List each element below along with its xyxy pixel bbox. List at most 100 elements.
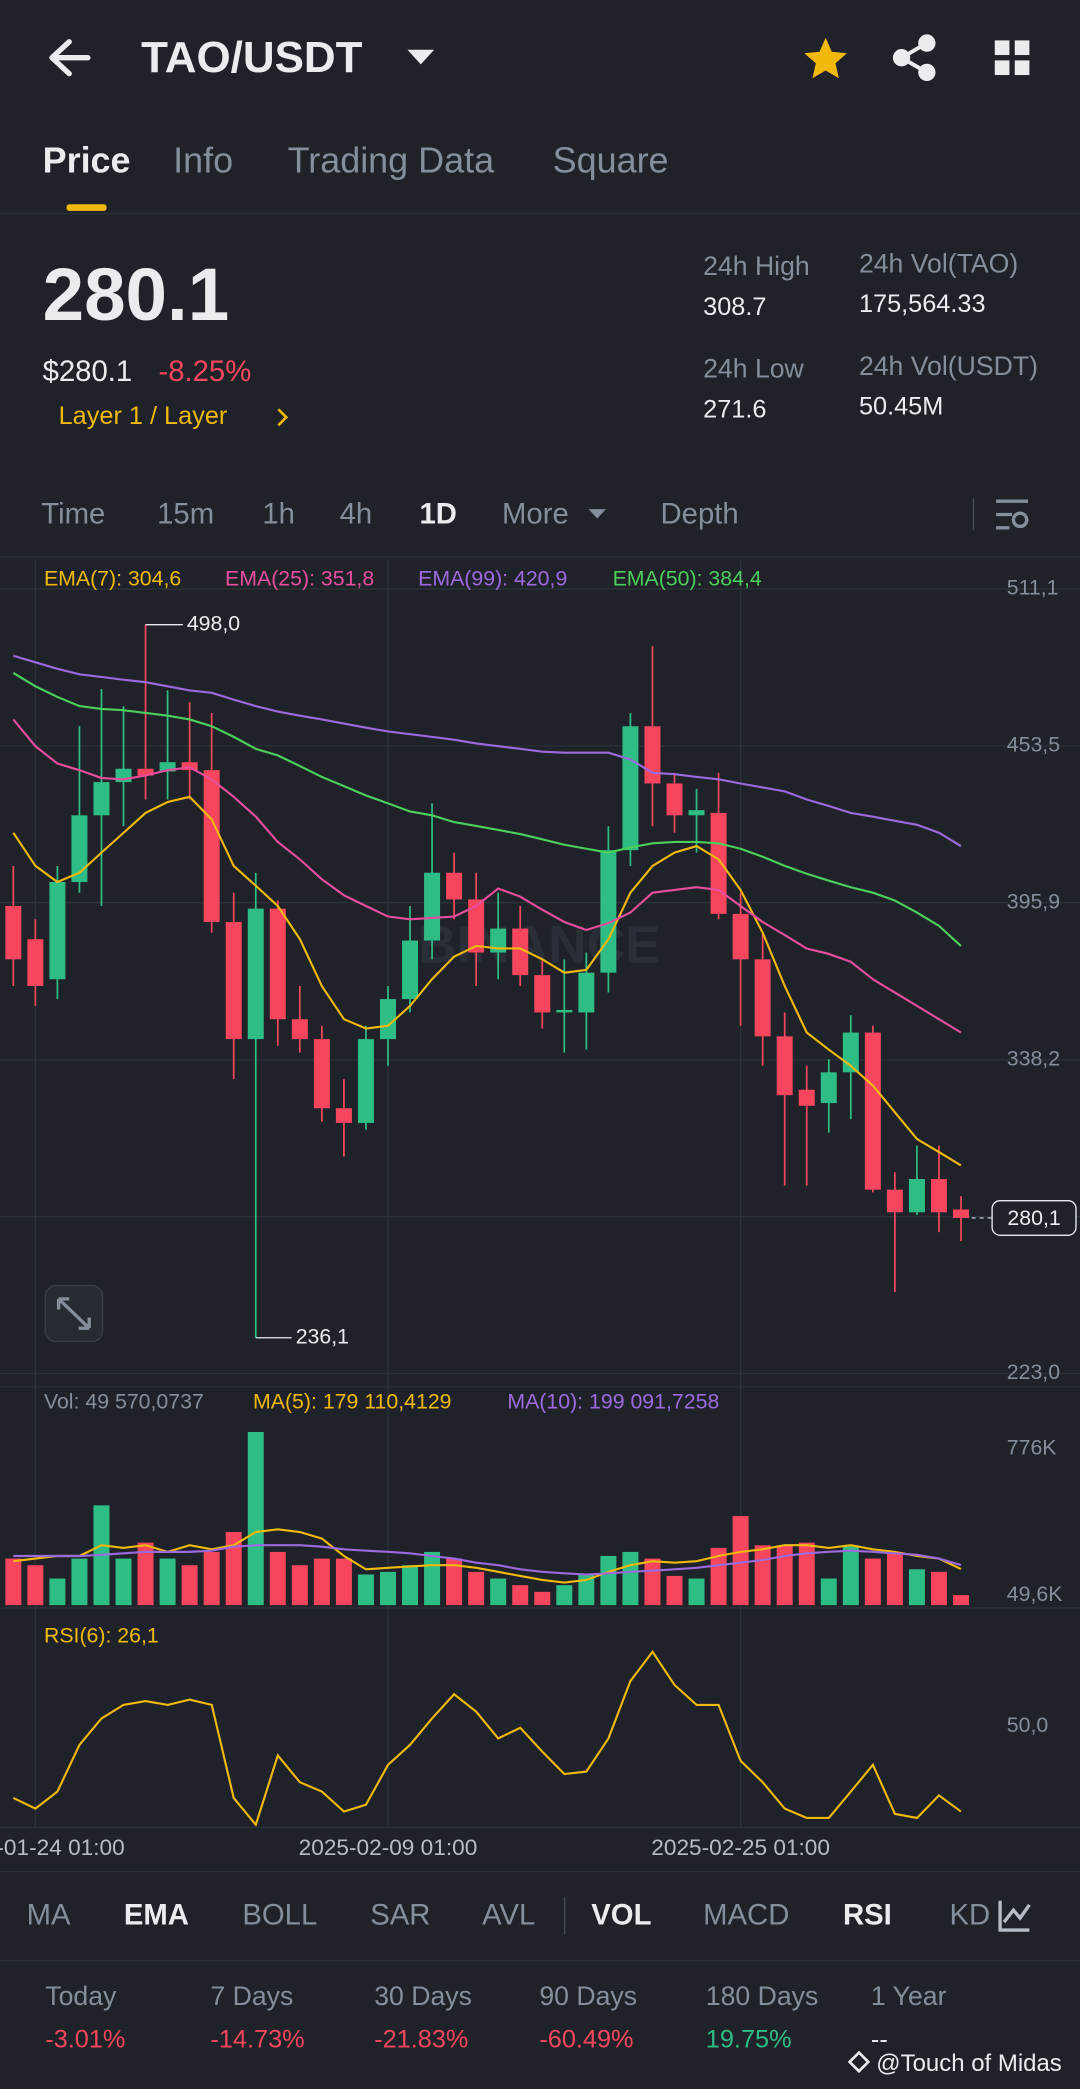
candle-body xyxy=(27,939,44,987)
volume-bar xyxy=(225,1531,242,1606)
candle-body xyxy=(203,770,220,923)
volume-bar xyxy=(842,1545,859,1606)
expand-button[interactable] xyxy=(44,1284,104,1343)
interval[interactable]: 15m xyxy=(157,498,214,531)
candle-body xyxy=(908,1179,925,1213)
tab[interactable]: Trading Data xyxy=(288,139,494,180)
tab[interactable]: Square xyxy=(553,139,669,180)
volume-bar xyxy=(864,1558,881,1606)
candle-body xyxy=(335,1108,352,1123)
stat-label: 24h Low xyxy=(703,354,804,384)
candle-body xyxy=(137,768,154,776)
candle-body xyxy=(578,972,595,1013)
volume-bar xyxy=(5,1558,22,1606)
period-label: 90 Days xyxy=(539,1981,637,2011)
y-tick-label: 338,2 xyxy=(1007,1046,1060,1070)
stat-value: 308.7 xyxy=(703,293,766,321)
indicator-tab[interactable]: BOLL xyxy=(242,1898,317,1931)
interval[interactable]: Time xyxy=(41,498,105,531)
indicator-tab[interactable]: EMA xyxy=(124,1898,189,1931)
y-tick-label: 395,9 xyxy=(1007,889,1060,913)
price-change: -8.25% xyxy=(158,355,251,388)
period-change: 19.75% xyxy=(706,2025,792,2053)
ema-line xyxy=(13,654,962,847)
indicator-tab[interactable]: MA xyxy=(27,1898,71,1931)
y-tick-label: 50,0 xyxy=(1007,1713,1049,1737)
volume-bar xyxy=(953,1595,970,1606)
tab-indicator xyxy=(66,204,107,211)
interval[interactable]: Depth xyxy=(661,498,739,531)
interval[interactable]: 1D xyxy=(419,498,456,531)
category-link[interactable]: Layer 1 / Layer xyxy=(59,402,228,430)
more-dropdown[interactable] xyxy=(588,509,606,519)
volume-bar xyxy=(886,1551,903,1606)
candle-body xyxy=(291,1019,308,1040)
tab[interactable]: Price xyxy=(43,139,131,180)
volume-bar xyxy=(622,1551,639,1606)
volume-bar xyxy=(578,1574,595,1606)
period-change: -60.49% xyxy=(539,2025,633,2053)
y-tick-label: 223,0 xyxy=(1007,1360,1060,1384)
interval[interactable]: 1h xyxy=(262,498,295,531)
period-label: 30 Days xyxy=(374,1981,472,2011)
indicator-tab[interactable]: RSI xyxy=(843,1898,892,1931)
volume-bar xyxy=(181,1565,198,1606)
interval[interactable]: 4h xyxy=(340,498,373,531)
period-change: -3.01% xyxy=(45,2025,125,2053)
indicator-settings[interactable] xyxy=(998,1900,1031,1932)
watermark: @Touch of Midas xyxy=(876,2050,1062,2077)
volume-bar xyxy=(247,1431,264,1606)
candle-body xyxy=(468,899,485,953)
volume-bar xyxy=(335,1558,352,1606)
candle-body xyxy=(930,1179,947,1213)
volume-bar xyxy=(754,1545,771,1606)
legend-entry: EMA(99): 420,9 xyxy=(418,566,567,590)
volume-bar xyxy=(313,1558,330,1606)
volume-ma-line xyxy=(13,1544,962,1576)
favorite-star[interactable] xyxy=(804,37,847,79)
x-tick-label: 2025-02-25 01:00 xyxy=(651,1835,830,1860)
candle-body xyxy=(225,922,242,1040)
volume-bar xyxy=(424,1551,441,1606)
volume-bar xyxy=(930,1571,947,1606)
pair-title[interactable]: TAO/USDT xyxy=(141,33,362,82)
candle-body xyxy=(644,726,661,784)
ema-line xyxy=(12,795,962,1167)
chart-settings[interactable] xyxy=(996,499,1029,530)
indicator-tab[interactable]: KD xyxy=(949,1898,990,1931)
interval[interactable]: More xyxy=(502,498,569,531)
ema-line xyxy=(12,718,962,1034)
chart-area: 2025-01-24 01:00 2025-02-09 01:00 2025-02-… xyxy=(0,559,1080,1860)
indicator-tab[interactable]: SAR xyxy=(370,1898,430,1931)
candle-body xyxy=(820,1072,837,1104)
tab[interactable]: Info xyxy=(173,139,233,180)
volume-bar xyxy=(159,1558,176,1606)
indicator-tab[interactable]: AVL xyxy=(482,1898,535,1931)
volume-bar xyxy=(71,1558,88,1606)
share-button[interactable] xyxy=(892,34,936,82)
candle-body xyxy=(379,999,396,1040)
category-chevron[interactable] xyxy=(277,408,289,427)
back-button[interactable] xyxy=(49,39,91,77)
layout-button[interactable] xyxy=(994,40,1030,76)
y-tick-label: 511,1 xyxy=(1007,576,1059,600)
candle-body xyxy=(93,782,110,816)
legend-entry: EMA(7): 304,6 xyxy=(44,566,181,590)
volume-bar xyxy=(688,1578,705,1606)
candle-body xyxy=(732,913,749,960)
indicator-tab[interactable]: MACD xyxy=(703,1898,789,1931)
legend-entry: EMA(25): 351,8 xyxy=(225,566,374,590)
volume-bar xyxy=(600,1555,617,1606)
legend-entry: MA(5): 179 110,4129 xyxy=(253,1389,452,1413)
stat-value: 50.45M xyxy=(859,393,943,421)
candle-body xyxy=(71,815,88,883)
indicator-tab[interactable]: VOL xyxy=(591,1898,651,1931)
legend-entry: RSI(6): 26,1 xyxy=(44,1624,159,1648)
volume-bar xyxy=(49,1578,66,1606)
x-tick-label: 2025-02-09 01:00 xyxy=(299,1835,478,1860)
volume-bar xyxy=(820,1578,837,1606)
pair-dropdown[interactable] xyxy=(407,49,435,65)
candle-body xyxy=(754,959,771,1037)
